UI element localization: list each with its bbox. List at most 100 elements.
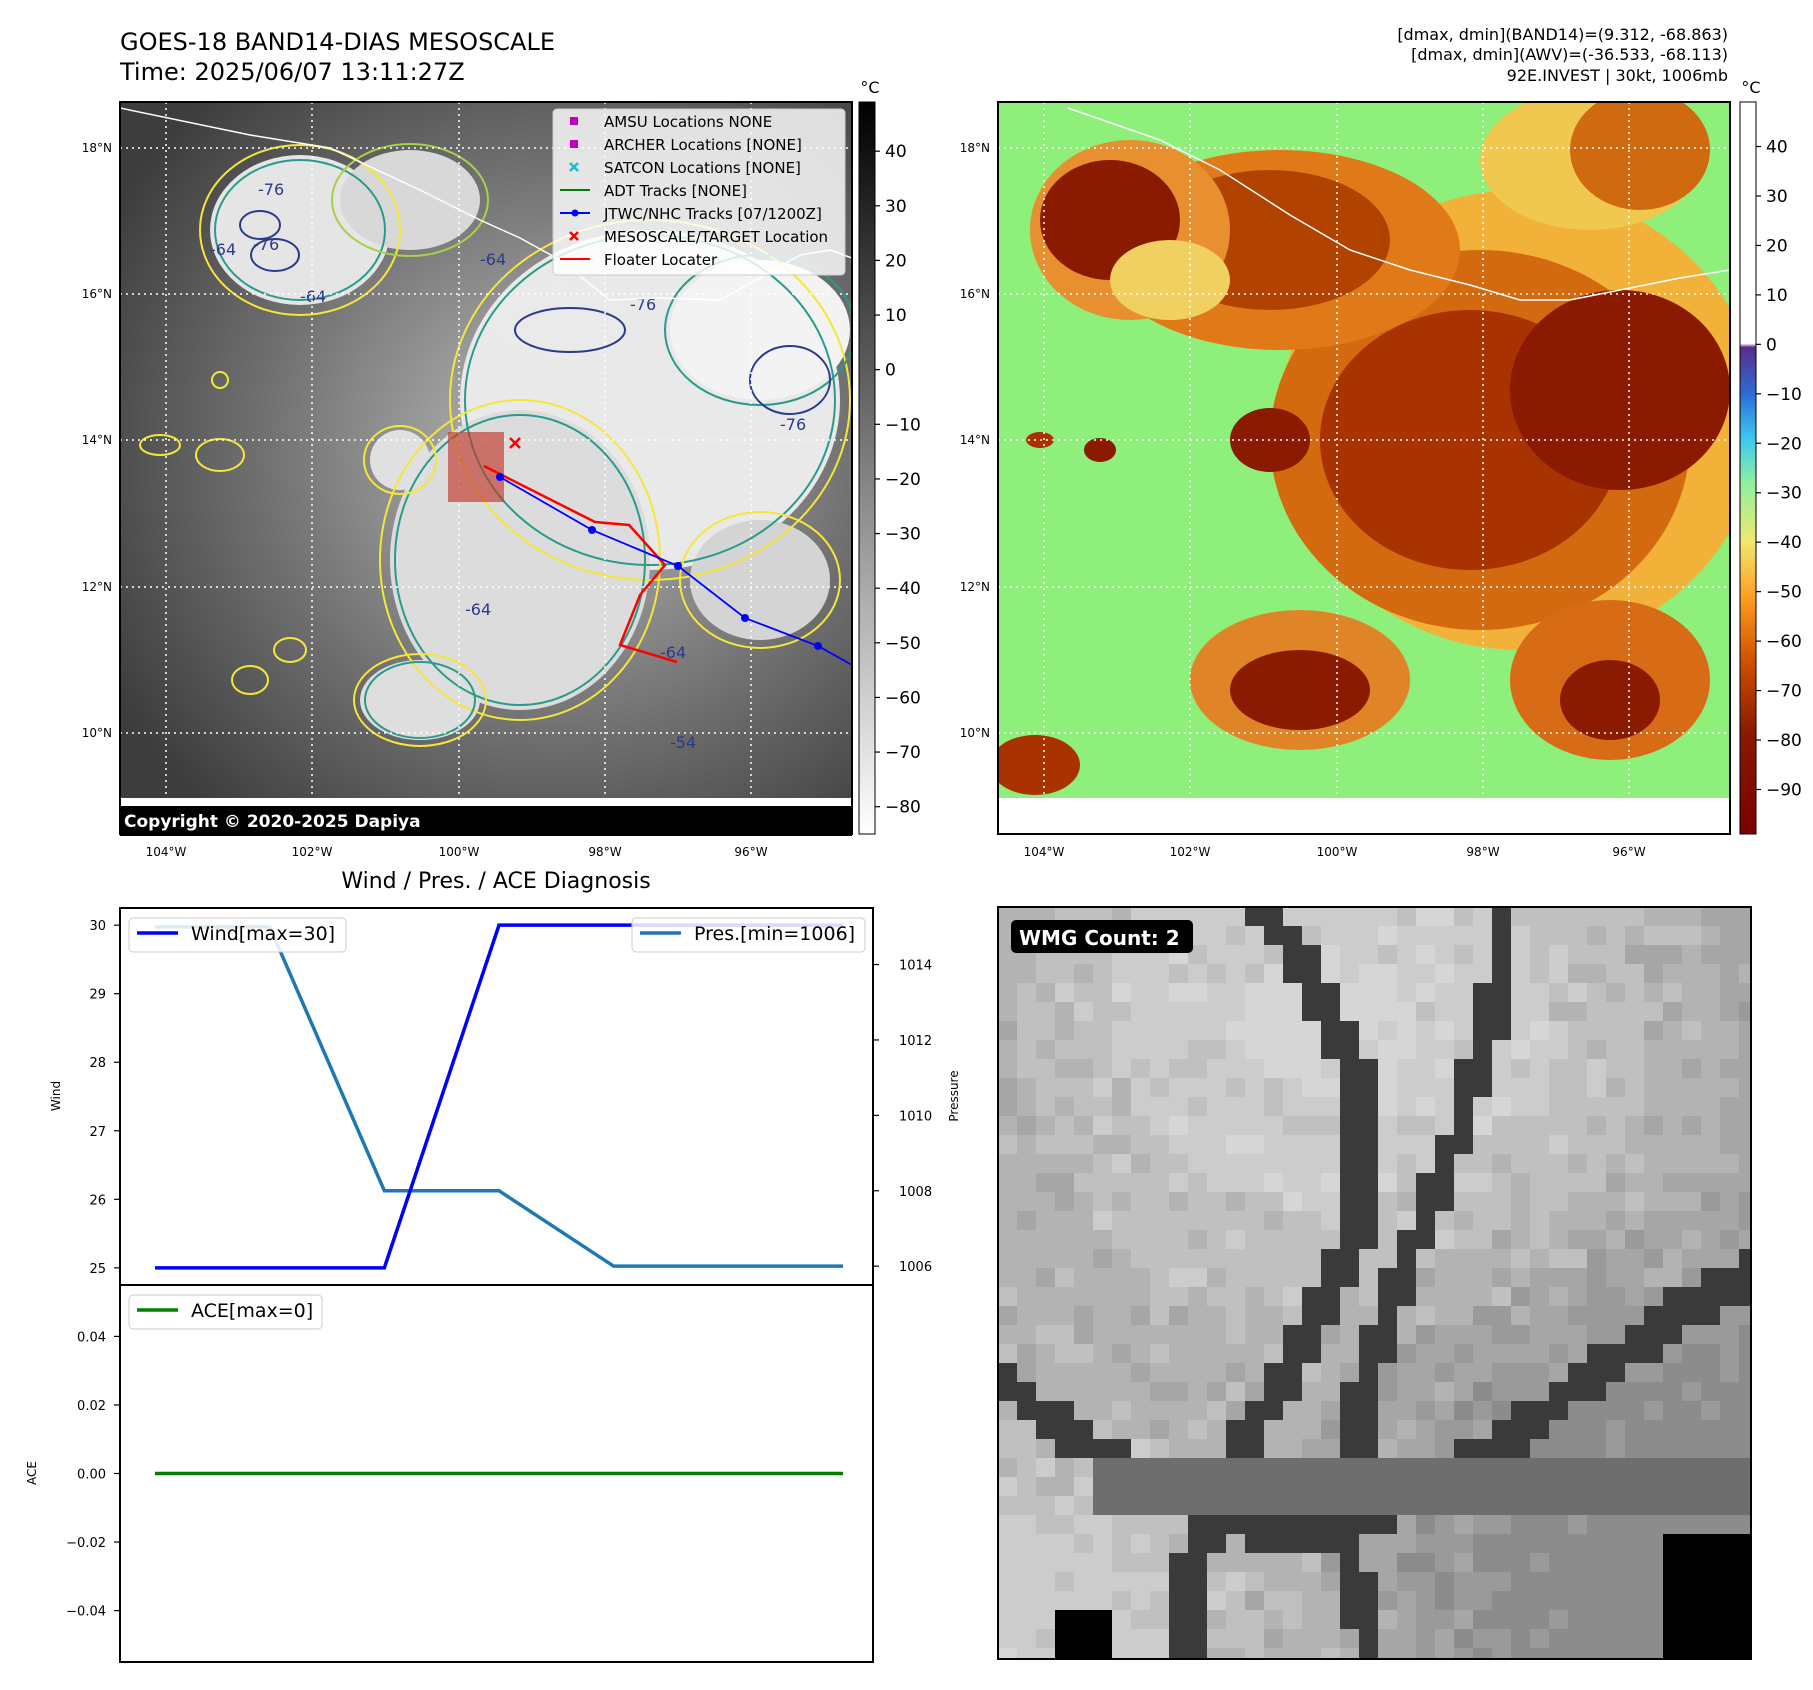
colorbar-tick-label: −10 bbox=[885, 415, 921, 435]
colorbar-tick-label: −10 bbox=[1766, 385, 1802, 405]
map-legend: AMSU Locations NONE ARCHER Locations [NO… bbox=[552, 108, 846, 276]
colorbar-tick-label: 30 bbox=[1766, 187, 1788, 207]
jtwc-nhc-track bbox=[499, 476, 852, 666]
color-ir-colorbar-ticks: 40 30 20 10 0 −10 −20 −30 −40 −50 −60 −70 −80 −90 bbox=[1756, 138, 1802, 800]
wind-legend-box bbox=[128, 917, 347, 953]
legend-satcon: SATCON Locations [NONE] bbox=[604, 159, 801, 177]
colorbar-tick-label: −70 bbox=[1766, 682, 1802, 702]
colorbar-tick-label: −50 bbox=[1766, 583, 1802, 603]
colorbar-tick-label: 20 bbox=[1766, 236, 1788, 256]
lat-label: 10°N bbox=[82, 726, 112, 740]
lat-label: 14°N bbox=[960, 433, 990, 447]
lon-label: 102°W bbox=[1170, 845, 1211, 859]
colorbar-tick-label: −20 bbox=[885, 470, 921, 490]
wind-axis-label: Wind bbox=[49, 1081, 63, 1111]
colorbar-tick-label: 30 bbox=[885, 197, 907, 217]
archer-marker bbox=[570, 140, 578, 148]
lat-label: 16°N bbox=[82, 287, 112, 301]
wind-legend: Wind[max=30] bbox=[128, 917, 347, 953]
colorbar-tick-label: −50 bbox=[885, 634, 921, 654]
wind-tick-label: 25 bbox=[89, 1262, 106, 1277]
pressure-ticks: 1014 1012 1010 1008 1006 bbox=[873, 959, 932, 1275]
ace-legend-label: ACE[max=0] bbox=[191, 1300, 313, 1322]
colorbar-tick-label: 0 bbox=[885, 361, 896, 381]
legend-jtwc: JTWC/NHC Tracks [07/1200Z] bbox=[603, 205, 822, 223]
contour-label: -76 bbox=[253, 235, 279, 254]
wind-legend-label: Wind[max=30] bbox=[191, 923, 335, 945]
wind-tick-label: 28 bbox=[89, 1056, 106, 1071]
copyright-bar bbox=[120, 806, 852, 836]
colorbar-tick-label: −40 bbox=[885, 579, 921, 599]
contour-label: -64 bbox=[300, 287, 326, 306]
color-ir-colorbar-unit: °C bbox=[1741, 78, 1760, 97]
colorbar-tick-label: −30 bbox=[1766, 484, 1802, 504]
wind-pressure-axes bbox=[119, 907, 874, 1286]
lat-label: 12°N bbox=[82, 580, 112, 594]
lat-label: 16°N bbox=[960, 287, 990, 301]
lon-label: 96°W bbox=[1612, 845, 1645, 859]
contour-label: -76 bbox=[630, 295, 656, 314]
colorbar-tick-label: −90 bbox=[1766, 780, 1802, 800]
mesoscale-target-box bbox=[448, 432, 504, 502]
colorbar-tick-label: 0 bbox=[1766, 335, 1777, 355]
colorbar-tick-label: −80 bbox=[1766, 731, 1802, 751]
wind-tick-label: 27 bbox=[89, 1125, 106, 1140]
legend-floater: Floater Locater bbox=[604, 251, 718, 269]
lon-label: 102°W bbox=[292, 845, 333, 859]
jtwc-nhc-track-points bbox=[496, 473, 822, 650]
wmg-frame bbox=[997, 906, 1752, 1660]
amsu-marker bbox=[570, 117, 578, 125]
ace-legend: ACE[max=0] bbox=[128, 1294, 323, 1330]
ace-tick-label: −0.02 bbox=[66, 1536, 106, 1551]
legend-target: MESOSCALE/TARGET Location bbox=[604, 228, 828, 246]
band14-stats: [dmax, dmin](BAND14)=(9.312, -68.863) bbox=[1397, 25, 1728, 44]
contour-label: -64 bbox=[465, 600, 491, 619]
lon-label: 100°W bbox=[1317, 845, 1358, 859]
ace-tick-label: −0.04 bbox=[66, 1605, 106, 1620]
copyright-text: Copyright © 2020-2025 Dapiya bbox=[124, 812, 421, 832]
colorbar-tick-label: −30 bbox=[885, 525, 921, 545]
color-ir-map-frame bbox=[997, 101, 1731, 835]
color-ir-colorbar bbox=[1739, 101, 1757, 835]
lon-label: 104°W bbox=[1024, 845, 1065, 859]
lat-label: 12°N bbox=[960, 580, 990, 594]
legend-amsu: AMSU Locations NONE bbox=[604, 113, 772, 131]
contour-label: -64 bbox=[210, 240, 236, 259]
pressure-tick-label: 1014 bbox=[899, 959, 932, 974]
pressure-legend-box bbox=[631, 917, 866, 953]
colorbar-tick-label: −40 bbox=[1766, 533, 1802, 553]
contour-label: -76 bbox=[780, 415, 806, 434]
colorbar-tick-label: 10 bbox=[885, 306, 907, 326]
lon-label: 100°W bbox=[439, 845, 480, 859]
pressure-legend-label: Pres.[min=1006] bbox=[694, 923, 855, 945]
lon-label: 98°W bbox=[1466, 845, 1499, 859]
color-ir-lon-labels: 104°W 102°W 100°W 98°W 96°W bbox=[1024, 845, 1646, 859]
lat-label: 18°N bbox=[82, 141, 112, 155]
colorbar-tick-label: 20 bbox=[885, 251, 907, 271]
wmg-pixel-blocks bbox=[998, 907, 1751, 1659]
wind-tick-label: 29 bbox=[89, 988, 106, 1003]
pressure-tick-label: 1012 bbox=[899, 1034, 932, 1049]
wind-ticks: 30 29 28 27 26 25 bbox=[89, 919, 120, 1277]
wmg-count-badge bbox=[1011, 920, 1193, 953]
cold-cloud-areas bbox=[998, 102, 1730, 795]
target-marker bbox=[569, 231, 579, 241]
map-legend-box bbox=[552, 108, 846, 276]
lat-label: 18°N bbox=[960, 141, 990, 155]
color-ir-map-panel: 18°N 16°N 14°N 12°N 10°N 104°W 102°W 100… bbox=[960, 78, 1802, 859]
legend-archer: ARCHER Locations [NONE] bbox=[604, 136, 802, 154]
ace-axis-label: ACE bbox=[25, 1461, 39, 1485]
ace-legend-box bbox=[128, 1294, 323, 1330]
ace-ticks: 0.04 0.02 0.00 −0.02 −0.04 bbox=[66, 1330, 120, 1620]
ace-tick-label: 0.00 bbox=[77, 1468, 106, 1483]
legend-adt: ADT Tracks [NONE] bbox=[604, 182, 747, 200]
pressure-axis-label: Pressure bbox=[947, 1070, 961, 1121]
satcon-marker bbox=[569, 162, 579, 172]
contour-label: -76 bbox=[258, 180, 284, 199]
pressure-legend: Pres.[min=1006] bbox=[631, 917, 866, 953]
contour-label: -64 bbox=[660, 643, 686, 662]
pressure-tick-label: 1010 bbox=[899, 1109, 932, 1124]
lon-label: 98°W bbox=[588, 845, 621, 859]
diagnosis-panel: Wind / Pres. / ACE Diagnosis Wind Pressu… bbox=[25, 869, 961, 1663]
